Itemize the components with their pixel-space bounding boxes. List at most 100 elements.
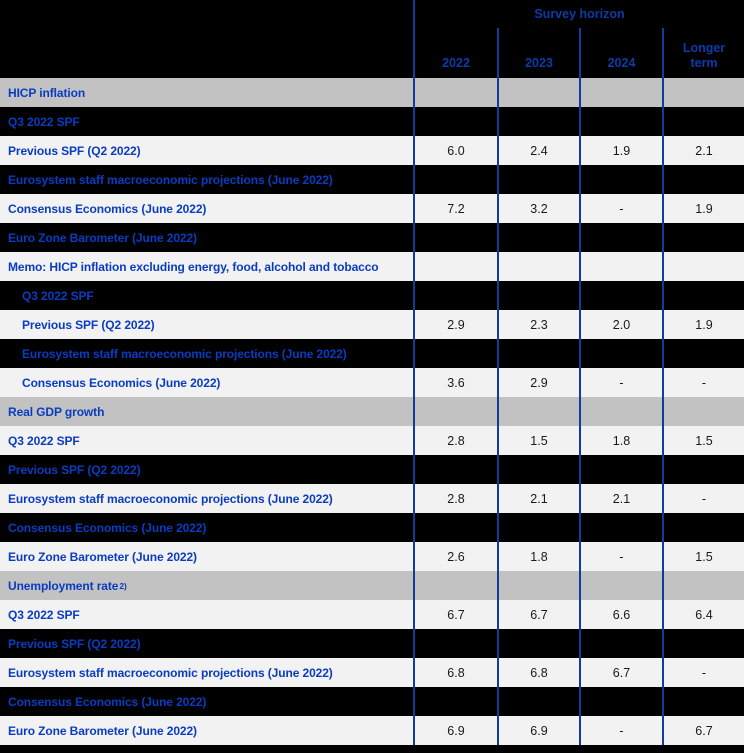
row-label: Eurosystem staff macroeconomic projectio… [22, 346, 347, 361]
cell-2024: 6.7 [579, 658, 662, 687]
cell-2022 [413, 455, 497, 484]
cell-2023 [497, 397, 579, 426]
section-label: Real GDP growth [8, 404, 105, 419]
cell-2022: 3.6 [413, 368, 497, 397]
cell-longer-term [662, 165, 744, 194]
row-label: Previous SPF (Q2 2022) [22, 317, 155, 332]
cell-2024 [579, 629, 662, 658]
cell-longer-term [662, 397, 744, 426]
cell-longer-term [662, 571, 744, 600]
row-label: Eurosystem staff macroeconomic projectio… [8, 491, 333, 506]
cell-2022 [413, 107, 497, 136]
row-label: Consensus Economics (June 2022) [22, 375, 221, 390]
cell-2024: - [579, 542, 662, 571]
header-empty-cell [0, 28, 413, 78]
cell-2024 [579, 571, 662, 600]
cell-2023 [497, 455, 579, 484]
cell-2022 [413, 165, 497, 194]
cell-2023: 2.3 [497, 310, 579, 339]
cell-2024: - [579, 368, 662, 397]
cell-2022 [413, 513, 497, 542]
cell-2023 [497, 252, 579, 281]
cell-2023 [497, 687, 579, 716]
cell-2024 [579, 339, 662, 368]
cell-2022 [413, 339, 497, 368]
cell-2022 [413, 629, 497, 658]
cell-2023: 3.2 [497, 194, 579, 223]
cell-longer-term [662, 339, 744, 368]
cell-2023: 6.7 [497, 600, 579, 629]
row-label: Eurosystem staff macroeconomic projectio… [8, 665, 333, 680]
cell-2023: 1.5 [497, 426, 579, 455]
cell-longer-term [662, 107, 744, 136]
table-row: Previous SPF (Q2 2022) [0, 455, 744, 484]
cell-2022 [413, 281, 497, 310]
section-label-text: Unemployment rate [8, 578, 119, 593]
row-label: Euro Zone Barometer (June 2022) [8, 230, 197, 245]
table-row: Euro Zone Barometer (June 2022) 6.9 6.9 … [0, 716, 744, 745]
cell-longer-term: - [662, 484, 744, 513]
cell-2023: 2.4 [497, 136, 579, 165]
cell-2022 [413, 397, 497, 426]
table-row: Eurosystem staff macroeconomic projectio… [0, 658, 744, 687]
cell-2023 [497, 223, 579, 252]
row-label: Q3 2022 SPF [8, 114, 80, 129]
cell-2024 [579, 397, 662, 426]
cell-longer-term: 1.5 [662, 542, 744, 571]
cell-2022 [413, 223, 497, 252]
cell-longer-term: 1.9 [662, 310, 744, 339]
cell-2024: - [579, 194, 662, 223]
survey-horizon-header: Survey horizon [413, 0, 744, 28]
cell-longer-term [662, 455, 744, 484]
cell-longer-term: 1.9 [662, 194, 744, 223]
row-label: Previous SPF (Q2 2022) [8, 462, 141, 477]
cell-2024: 2.0 [579, 310, 662, 339]
cell-2023 [497, 513, 579, 542]
cell-longer-term: 2.1 [662, 136, 744, 165]
section-row-real-gdp-growth: Real GDP growth [0, 397, 744, 426]
cell-longer-term [662, 252, 744, 281]
cell-2023 [497, 107, 579, 136]
cell-longer-term: - [662, 658, 744, 687]
cell-2022: 2.8 [413, 484, 497, 513]
cell-2023: 2.9 [497, 368, 579, 397]
cell-2024: 1.8 [579, 426, 662, 455]
cell-2024 [579, 107, 662, 136]
memo-heading-row: Memo: HICP inflation excluding energy, f… [0, 252, 744, 281]
cell-longer-term [662, 687, 744, 716]
row-label: Previous SPF (Q2 2022) [8, 143, 141, 158]
table-row: Eurosystem staff macroeconomic projectio… [0, 165, 744, 194]
column-header-2022: 2022 [413, 28, 497, 78]
cell-2022 [413, 78, 497, 107]
cell-2024: 6.6 [579, 600, 662, 629]
cell-2022: 7.2 [413, 194, 497, 223]
cell-longer-term: 6.4 [662, 600, 744, 629]
cell-2024: - [579, 716, 662, 745]
column-header-longer-term: Longer term [662, 28, 744, 78]
cell-longer-term: - [662, 368, 744, 397]
section-row-hicp-inflation: HICP inflation [0, 78, 744, 107]
cell-longer-term [662, 223, 744, 252]
row-label: Previous SPF (Q2 2022) [8, 636, 141, 651]
row-label: Consensus Economics (June 2022) [8, 694, 207, 709]
table-row: Eurosystem staff macroeconomic projectio… [0, 484, 744, 513]
table-header-top: Survey horizon [0, 0, 744, 28]
table-row: Eurosystem staff macroeconomic projectio… [0, 339, 744, 368]
cell-2022: 6.0 [413, 136, 497, 165]
cell-2024 [579, 165, 662, 194]
table-row: Consensus Economics (June 2022) [0, 687, 744, 716]
table-bottom-border [0, 745, 744, 753]
cell-longer-term [662, 78, 744, 107]
cell-2024: 1.9 [579, 136, 662, 165]
cell-2022 [413, 571, 497, 600]
cell-2022: 6.8 [413, 658, 497, 687]
table-row: Q3 2022 SPF [0, 107, 744, 136]
cell-2023 [497, 571, 579, 600]
row-label: Q3 2022 SPF [22, 288, 94, 303]
cell-2023 [497, 339, 579, 368]
cell-2022: 6.7 [413, 600, 497, 629]
cell-2024 [579, 513, 662, 542]
cell-2023 [497, 281, 579, 310]
row-label: Consensus Economics (June 2022) [8, 201, 207, 216]
